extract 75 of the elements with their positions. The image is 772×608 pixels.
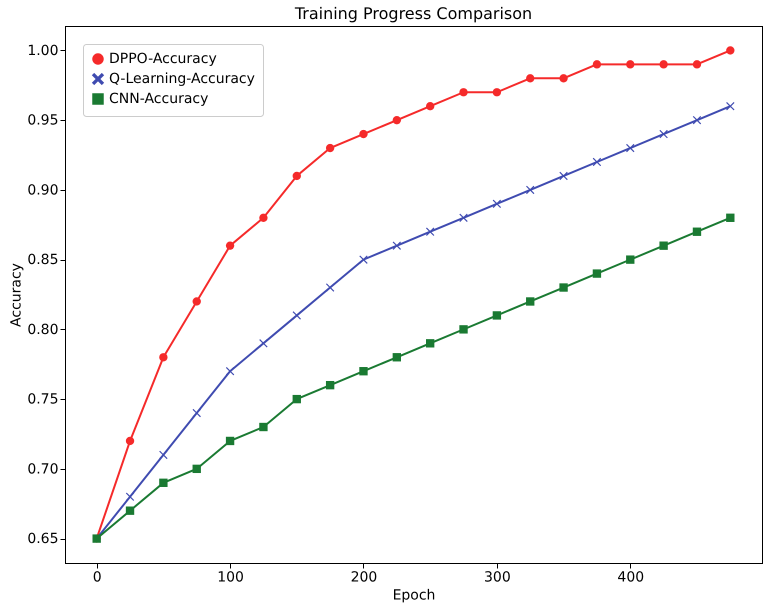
point — [392, 242, 402, 250]
x-tick-label: 100 — [217, 570, 244, 586]
point — [692, 116, 702, 124]
point — [292, 172, 301, 180]
point — [126, 436, 134, 446]
point — [659, 242, 668, 250]
y-tick-label: 1.00 — [27, 42, 58, 59]
x-tick-label: 300 — [484, 570, 511, 586]
point — [426, 102, 434, 110]
point — [259, 214, 268, 222]
y-tick-label: 0.75 — [27, 392, 58, 408]
point — [526, 297, 534, 306]
point — [692, 228, 702, 236]
point — [559, 74, 568, 82]
point — [126, 506, 134, 515]
point — [726, 46, 734, 55]
point — [359, 130, 368, 138]
y-tick-label: 0.65 — [27, 531, 58, 548]
point — [359, 255, 368, 264]
point — [259, 339, 268, 348]
point — [359, 367, 368, 376]
y-tick-label: 0.95 — [27, 112, 58, 129]
point — [559, 283, 568, 292]
chart-title: Training Progress Comparison — [294, 4, 532, 23]
point — [592, 60, 602, 69]
point — [526, 74, 534, 82]
y-tick-label: 0.70 — [27, 461, 58, 478]
x-axis-title: Epoch — [392, 588, 436, 604]
point — [459, 88, 468, 96]
legend-label: CNN-Accuracy — [109, 91, 208, 107]
x-tick-label: 200 — [350, 570, 378, 586]
point — [526, 186, 534, 194]
point — [126, 492, 134, 501]
point — [159, 353, 168, 362]
point — [192, 297, 201, 306]
point — [426, 339, 434, 348]
point — [726, 214, 734, 222]
point — [159, 478, 168, 487]
point — [226, 367, 234, 376]
point — [726, 102, 734, 110]
point — [659, 130, 668, 138]
point — [392, 116, 402, 124]
point — [492, 88, 502, 96]
point — [292, 394, 301, 404]
point — [626, 60, 634, 69]
point — [326, 144, 334, 152]
point — [226, 436, 234, 446]
point — [659, 60, 668, 69]
point — [159, 450, 168, 460]
point — [259, 422, 268, 432]
point — [592, 269, 602, 278]
point — [492, 200, 502, 208]
point — [626, 144, 634, 152]
point — [326, 283, 334, 292]
y-tick-label: 0.90 — [27, 182, 58, 198]
point — [626, 255, 634, 264]
point — [392, 353, 402, 362]
legend-label: Q-Learning-Accuracy — [109, 71, 255, 87]
point — [559, 172, 568, 180]
y-axis-title: Accuracy — [8, 263, 24, 327]
point — [492, 311, 502, 320]
y-tick-label: 0.85 — [27, 252, 58, 268]
x-tick-label: 400 — [617, 570, 644, 586]
point — [459, 325, 468, 334]
point — [592, 158, 602, 166]
point — [326, 380, 334, 390]
point — [192, 464, 201, 474]
point — [192, 408, 201, 418]
point — [692, 60, 702, 69]
legend-label: DPPO-Accuracy — [109, 51, 217, 67]
point — [459, 214, 468, 222]
y-tick-label: 0.80 — [27, 322, 58, 338]
point — [292, 311, 301, 320]
x-tick-label: 0 — [92, 570, 102, 586]
point — [226, 242, 234, 250]
